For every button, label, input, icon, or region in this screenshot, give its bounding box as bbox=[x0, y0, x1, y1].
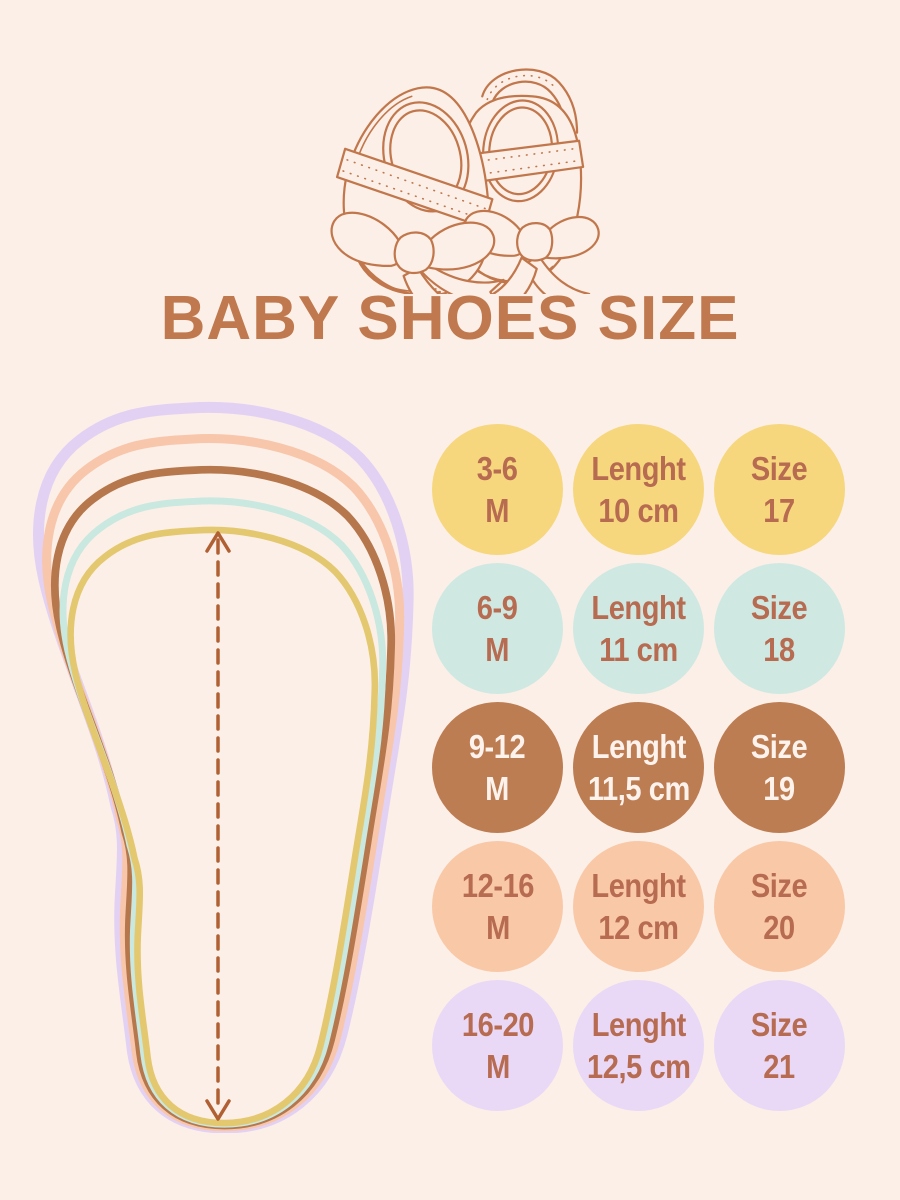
length-value: 12,5 cm bbox=[586, 1047, 691, 1085]
left-bow bbox=[330, 211, 505, 294]
age-cell: 16-20 M bbox=[432, 980, 563, 1111]
foot-outline-1 bbox=[39, 407, 409, 1128]
length-label: Lenght bbox=[591, 866, 686, 904]
age-range: 3-6 bbox=[477, 449, 518, 487]
page-title: BABY SHOES SIZE bbox=[160, 284, 740, 353]
length-cell: Lenght 10 cm bbox=[573, 424, 704, 555]
age-cell: 9-12 M bbox=[432, 702, 563, 833]
length-label: Lenght bbox=[591, 588, 686, 626]
age-unit: M bbox=[485, 1047, 510, 1085]
age-unit: M bbox=[485, 769, 510, 807]
length-cell: Lenght 11 cm bbox=[573, 563, 704, 694]
size-cell: Size 20 bbox=[714, 841, 845, 972]
length-label: Lenght bbox=[591, 449, 686, 487]
size-value: 17 bbox=[763, 491, 796, 529]
size-cell: Size 19 bbox=[714, 702, 845, 833]
length-cell: Lenght 12 cm bbox=[573, 841, 704, 972]
age-unit: M bbox=[485, 630, 510, 668]
age-unit: M bbox=[485, 491, 510, 529]
age-cell: 6-9 M bbox=[432, 563, 563, 694]
length-value: 12 cm bbox=[598, 908, 679, 946]
length-value: 10 cm bbox=[598, 491, 679, 529]
age-range: 6-9 bbox=[477, 588, 518, 626]
size-value: 21 bbox=[763, 1047, 796, 1085]
age-range: 12-16 bbox=[461, 866, 534, 904]
size-label: Size bbox=[751, 449, 808, 487]
age-unit: M bbox=[485, 908, 510, 946]
size-cell: Size 21 bbox=[714, 980, 845, 1111]
length-label: Lenght bbox=[591, 727, 686, 765]
arrowhead-down-icon bbox=[205, 1099, 231, 1121]
size-cell: Size 18 bbox=[714, 563, 845, 694]
age-range: 16-20 bbox=[461, 1005, 534, 1043]
size-label: Size bbox=[751, 588, 808, 626]
length-cell: Lenght 12,5 cm bbox=[573, 980, 704, 1111]
size-value: 19 bbox=[763, 769, 796, 807]
size-label: Size bbox=[751, 727, 808, 765]
length-value: 11 cm bbox=[599, 630, 678, 668]
size-value: 18 bbox=[763, 630, 796, 668]
length-value: 11,5 cm bbox=[587, 769, 690, 807]
age-cell: 12-16 M bbox=[432, 841, 563, 972]
arrowhead-up-icon bbox=[205, 531, 231, 553]
length-measure-arrow bbox=[205, 531, 231, 1121]
size-label: Size bbox=[751, 1005, 808, 1043]
size-value: 20 bbox=[763, 908, 796, 946]
size-chart-grid: 3-6 M Lenght 10 cm Size 17 6-9 M Lenght … bbox=[432, 424, 845, 1111]
length-label: Lenght bbox=[591, 1005, 686, 1043]
size-cell: Size 17 bbox=[714, 424, 845, 555]
baby-shoes-illustration bbox=[330, 68, 600, 294]
size-label: Size bbox=[751, 866, 808, 904]
age-cell: 3-6 M bbox=[432, 424, 563, 555]
foot-outline-diagram bbox=[20, 398, 420, 1133]
length-cell: Lenght 11,5 cm bbox=[573, 702, 704, 833]
age-range: 9-12 bbox=[469, 727, 526, 765]
